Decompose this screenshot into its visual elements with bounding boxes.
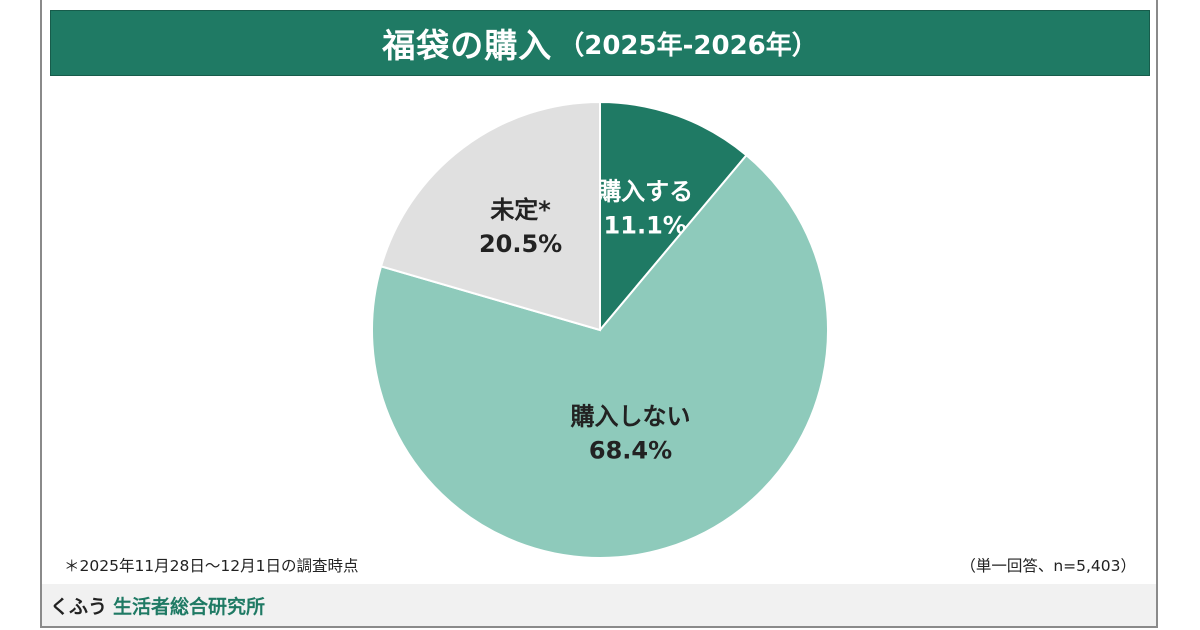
brand-name: くふう <box>50 595 108 618</box>
slice-value-3: 20.5% <box>479 230 562 258</box>
slice-label-2: 購入しない <box>571 402 691 430</box>
pie-slice-3 <box>379 100 601 332</box>
slice-value-2: 68.4% <box>589 436 672 464</box>
slice-value-1: 11.1% <box>604 212 687 240</box>
pie-slice-2 <box>371 153 829 559</box>
slice-label-1: 購入する <box>597 178 693 206</box>
title-bar: 福袋の購入 （2025年-2026年） <box>50 10 1150 76</box>
footnote: ＊2025年11月28日～12月1日の調査時点 <box>64 557 359 575</box>
chart-subtitle: （2025年-2026年） <box>558 30 818 61</box>
slice-label-3: 未定* <box>490 196 551 224</box>
pie-slice-1 <box>599 100 748 333</box>
sample-note: （単一回答、n=5,403） <box>960 557 1136 575</box>
footer-band: くふう 生活者総合研究所 <box>42 584 1156 626</box>
brand-org: 生活者総合研究所 <box>113 595 266 618</box>
chart-title: 福袋の購入 <box>382 26 553 65</box>
